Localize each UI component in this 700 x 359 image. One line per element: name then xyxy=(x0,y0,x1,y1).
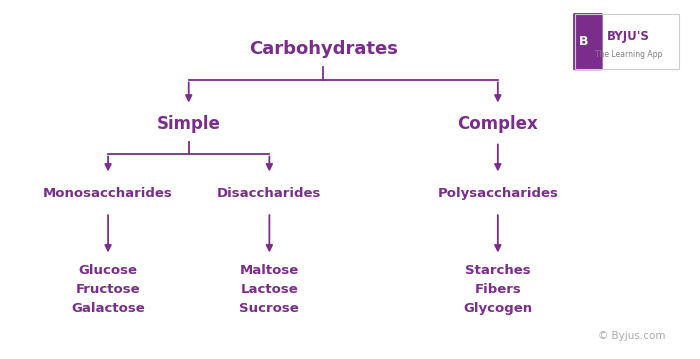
Text: Starches
Fibers
Glycogen: Starches Fibers Glycogen xyxy=(463,264,533,315)
Text: Complex: Complex xyxy=(458,115,538,133)
Text: BYJU'S: BYJU'S xyxy=(607,30,650,43)
Text: Carbohydrates: Carbohydrates xyxy=(248,39,398,57)
FancyBboxPatch shape xyxy=(575,14,679,69)
Text: Polysaccharides: Polysaccharides xyxy=(438,187,559,200)
Text: Simple: Simple xyxy=(157,115,220,133)
Text: Maltose
Lactose
Sucrose: Maltose Lactose Sucrose xyxy=(239,264,299,315)
FancyBboxPatch shape xyxy=(573,13,603,70)
Text: The Learning App: The Learning App xyxy=(594,50,662,59)
Text: Monosaccharides: Monosaccharides xyxy=(43,187,173,200)
Text: Disaccharides: Disaccharides xyxy=(217,187,321,200)
Text: B: B xyxy=(579,35,589,48)
Text: Glucose
Fructose
Galactose: Glucose Fructose Galactose xyxy=(71,264,145,315)
Text: © Byjus.com: © Byjus.com xyxy=(598,331,666,341)
